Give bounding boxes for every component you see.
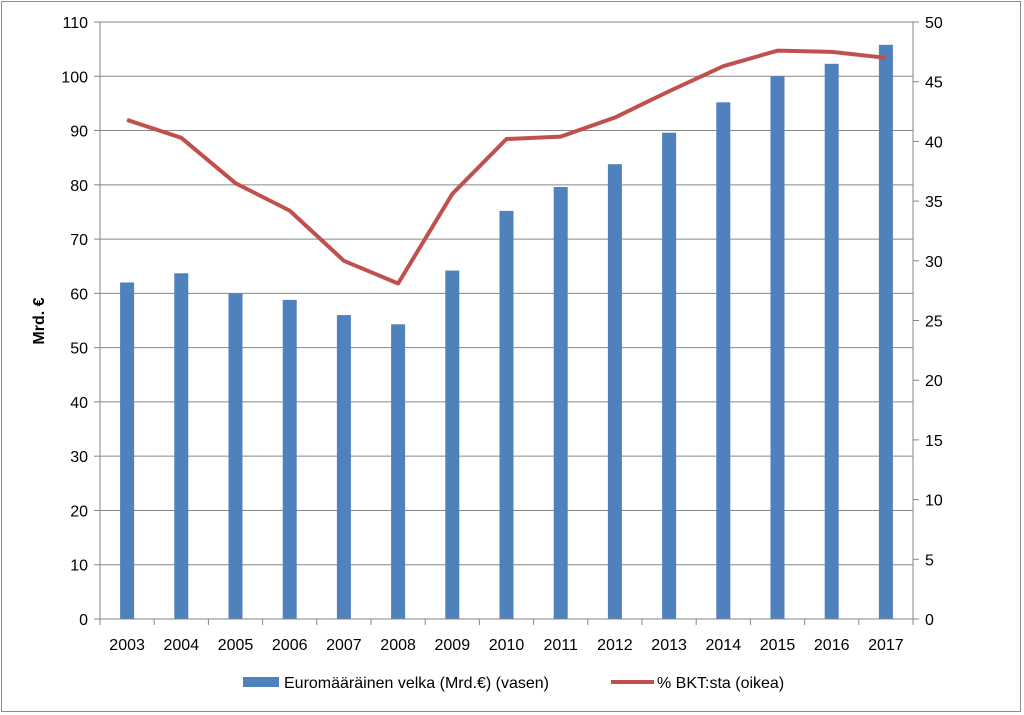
legend-line-label: % BKT:sta (oikea) (657, 675, 784, 692)
x-tick-label: 2011 (543, 637, 578, 654)
right-tick-label: 45 (925, 75, 943, 92)
right-tick-label: 40 (925, 134, 943, 151)
bar (336, 315, 351, 619)
left-tick-label: 90 (70, 124, 88, 141)
x-tick-label: 2008 (380, 637, 416, 654)
bar (878, 44, 893, 619)
right-tick-label: 5 (925, 552, 934, 569)
right-tick-label: 35 (925, 194, 943, 211)
bar (824, 63, 839, 620)
x-tick-label: 2003 (109, 637, 145, 654)
right-tick-label: 10 (925, 493, 943, 510)
left-tick-label: 40 (70, 395, 88, 412)
x-tick-label: 2004 (164, 637, 200, 654)
bar (228, 293, 243, 619)
right-axis-ticks: 0 5 10 15 20 25 30 35 40 45 50 (913, 15, 943, 629)
right-tick-label: 20 (925, 373, 943, 390)
x-tick-label: 2006 (272, 637, 308, 654)
bar (499, 210, 514, 620)
x-tick-label: 2009 (435, 637, 471, 654)
x-tick-label: 2005 (218, 637, 254, 654)
bar (770, 76, 785, 620)
left-tick-label: 100 (61, 69, 88, 86)
right-tick-label: 50 (925, 15, 943, 32)
x-tick-label: 2013 (651, 637, 687, 654)
legend-bar-swatch (243, 677, 279, 687)
x-tick-label: 2016 (814, 637, 850, 654)
x-tick-label: 2017 (868, 637, 904, 654)
bar (662, 132, 677, 619)
x-tick-label: 2010 (489, 637, 525, 654)
line-series (126, 48, 887, 286)
x-tick-label: 2015 (760, 637, 796, 654)
left-axis-ticks: 0 10 20 30 40 50 60 70 80 90 100 110 (61, 15, 100, 629)
left-tick-label: 110 (62, 15, 88, 32)
x-tick-label: 2007 (326, 637, 362, 654)
right-tick-label: 0 (925, 612, 934, 629)
legend: Euromääräinen velka (Mrd.€) (vasen) % BK… (243, 675, 784, 692)
bar (174, 273, 189, 619)
left-tick-label: 50 (70, 341, 88, 358)
series-line (126, 48, 887, 286)
bar (391, 324, 406, 619)
left-tick-label: 80 (70, 178, 88, 195)
left-tick-label: 0 (79, 612, 88, 629)
left-tick-label: 20 (70, 503, 88, 520)
left-tick-label: 10 (70, 558, 88, 575)
x-tick-label: 2012 (597, 637, 633, 654)
right-tick-label: 25 (925, 314, 943, 331)
right-tick-label: 15 (925, 433, 943, 450)
bar (607, 164, 622, 619)
bar (553, 186, 568, 620)
bar (716, 102, 731, 620)
legend-bar-label: Euromääräinen velka (Mrd.€) (vasen) (284, 675, 549, 692)
right-tick-label: 30 (925, 254, 943, 271)
left-tick-label: 30 (70, 449, 88, 466)
x-tick-label: 2014 (706, 637, 742, 654)
bar (120, 282, 135, 619)
left-tick-label: 60 (70, 286, 88, 303)
bar (445, 270, 460, 619)
bar-series (120, 44, 893, 620)
left-tick-label: 70 (70, 232, 88, 249)
x-axis-ticks: 2003 2004 2005 2006 2007 2008 2009 2010 2011 2012… (99, 619, 914, 654)
bar (282, 299, 297, 619)
y-axis-label: Mrd. € (31, 297, 48, 344)
